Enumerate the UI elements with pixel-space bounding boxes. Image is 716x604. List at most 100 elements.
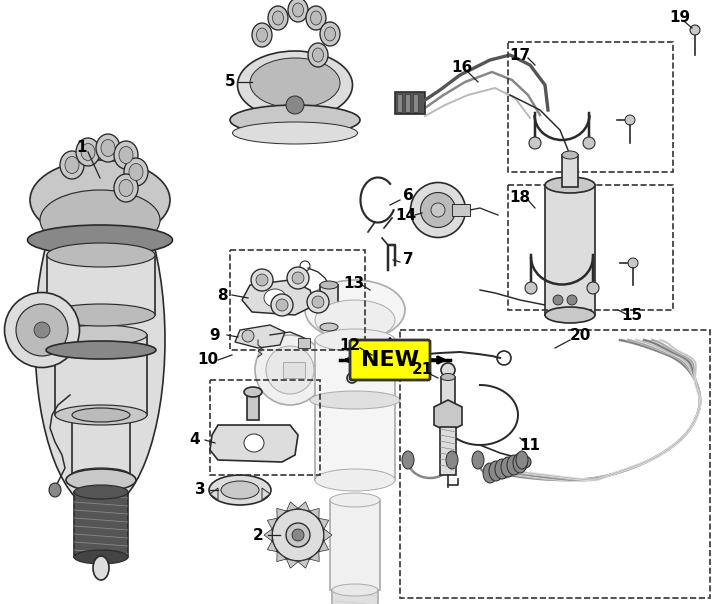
Ellipse shape bbox=[65, 156, 79, 173]
Ellipse shape bbox=[306, 6, 326, 30]
Ellipse shape bbox=[101, 140, 115, 156]
Circle shape bbox=[251, 269, 273, 291]
Ellipse shape bbox=[507, 455, 521, 475]
Circle shape bbox=[312, 296, 324, 308]
Polygon shape bbox=[264, 529, 272, 541]
Text: 19: 19 bbox=[669, 10, 690, 25]
Ellipse shape bbox=[221, 481, 259, 499]
Ellipse shape bbox=[332, 584, 378, 596]
Circle shape bbox=[256, 274, 268, 286]
Ellipse shape bbox=[320, 323, 338, 331]
Polygon shape bbox=[267, 518, 277, 529]
Ellipse shape bbox=[66, 469, 136, 491]
Bar bbox=[440, 427, 456, 475]
Polygon shape bbox=[286, 502, 298, 511]
Text: 4: 4 bbox=[190, 432, 200, 448]
Text: 6: 6 bbox=[402, 188, 413, 204]
Text: 18: 18 bbox=[510, 190, 531, 205]
Bar bbox=[74, 492, 128, 557]
Bar bbox=[47, 255, 155, 315]
Bar bbox=[283, 362, 305, 378]
Circle shape bbox=[529, 137, 541, 149]
Ellipse shape bbox=[310, 391, 400, 409]
Circle shape bbox=[587, 282, 599, 294]
Text: 7: 7 bbox=[402, 252, 413, 268]
Polygon shape bbox=[210, 425, 298, 462]
Ellipse shape bbox=[320, 22, 340, 46]
Ellipse shape bbox=[74, 485, 128, 499]
Ellipse shape bbox=[47, 243, 155, 267]
Ellipse shape bbox=[93, 556, 109, 580]
Polygon shape bbox=[277, 551, 286, 562]
Polygon shape bbox=[319, 541, 329, 551]
Ellipse shape bbox=[129, 164, 143, 181]
Text: 14: 14 bbox=[395, 208, 417, 222]
Circle shape bbox=[307, 291, 329, 313]
Polygon shape bbox=[309, 509, 319, 518]
Circle shape bbox=[583, 137, 595, 149]
Text: 3: 3 bbox=[195, 483, 205, 498]
Ellipse shape bbox=[513, 453, 527, 473]
Bar bbox=[562, 155, 578, 187]
Circle shape bbox=[287, 267, 309, 289]
Text: 8: 8 bbox=[217, 288, 227, 303]
Ellipse shape bbox=[516, 451, 528, 469]
Text: 12: 12 bbox=[339, 338, 361, 353]
Polygon shape bbox=[434, 400, 462, 432]
Ellipse shape bbox=[16, 304, 68, 356]
Circle shape bbox=[553, 295, 563, 305]
Ellipse shape bbox=[431, 203, 445, 217]
Text: 13: 13 bbox=[344, 275, 364, 291]
Circle shape bbox=[625, 115, 635, 125]
Ellipse shape bbox=[4, 292, 79, 367]
Circle shape bbox=[34, 322, 50, 338]
Ellipse shape bbox=[46, 341, 156, 359]
Ellipse shape bbox=[74, 550, 128, 564]
Ellipse shape bbox=[320, 281, 338, 289]
Circle shape bbox=[292, 272, 304, 284]
Ellipse shape bbox=[256, 28, 268, 42]
Text: 21: 21 bbox=[412, 362, 432, 378]
Ellipse shape bbox=[273, 11, 284, 25]
Text: NEW: NEW bbox=[361, 350, 419, 370]
Ellipse shape bbox=[252, 23, 272, 47]
Ellipse shape bbox=[244, 434, 264, 452]
Bar bbox=[298, 338, 310, 348]
Ellipse shape bbox=[315, 469, 395, 491]
Ellipse shape bbox=[501, 457, 515, 477]
Bar bbox=[230, 250, 365, 350]
Bar bbox=[405, 94, 410, 112]
Text: 1: 1 bbox=[77, 141, 87, 155]
Ellipse shape bbox=[40, 190, 160, 250]
Ellipse shape bbox=[410, 182, 465, 237]
Ellipse shape bbox=[233, 122, 357, 144]
Circle shape bbox=[292, 529, 304, 541]
Ellipse shape bbox=[72, 408, 130, 422]
Bar bbox=[72, 415, 130, 475]
Ellipse shape bbox=[35, 170, 165, 510]
Polygon shape bbox=[309, 551, 319, 562]
Ellipse shape bbox=[472, 451, 484, 469]
Bar bbox=[413, 94, 418, 112]
Ellipse shape bbox=[264, 289, 286, 307]
Polygon shape bbox=[235, 325, 285, 348]
Ellipse shape bbox=[255, 335, 325, 405]
Bar bbox=[210, 380, 320, 475]
Ellipse shape bbox=[562, 151, 578, 159]
Ellipse shape bbox=[286, 96, 304, 114]
Circle shape bbox=[628, 258, 638, 268]
Polygon shape bbox=[298, 502, 309, 511]
Polygon shape bbox=[267, 541, 277, 551]
Text: 2: 2 bbox=[253, 527, 263, 542]
Bar bbox=[247, 395, 259, 420]
Circle shape bbox=[525, 282, 537, 294]
Circle shape bbox=[690, 25, 700, 35]
Polygon shape bbox=[262, 488, 270, 500]
Text: 17: 17 bbox=[510, 48, 531, 62]
Ellipse shape bbox=[119, 147, 133, 164]
Ellipse shape bbox=[114, 174, 138, 202]
Polygon shape bbox=[210, 488, 218, 500]
Ellipse shape bbox=[96, 134, 120, 162]
Ellipse shape bbox=[441, 373, 455, 381]
Ellipse shape bbox=[483, 463, 497, 483]
